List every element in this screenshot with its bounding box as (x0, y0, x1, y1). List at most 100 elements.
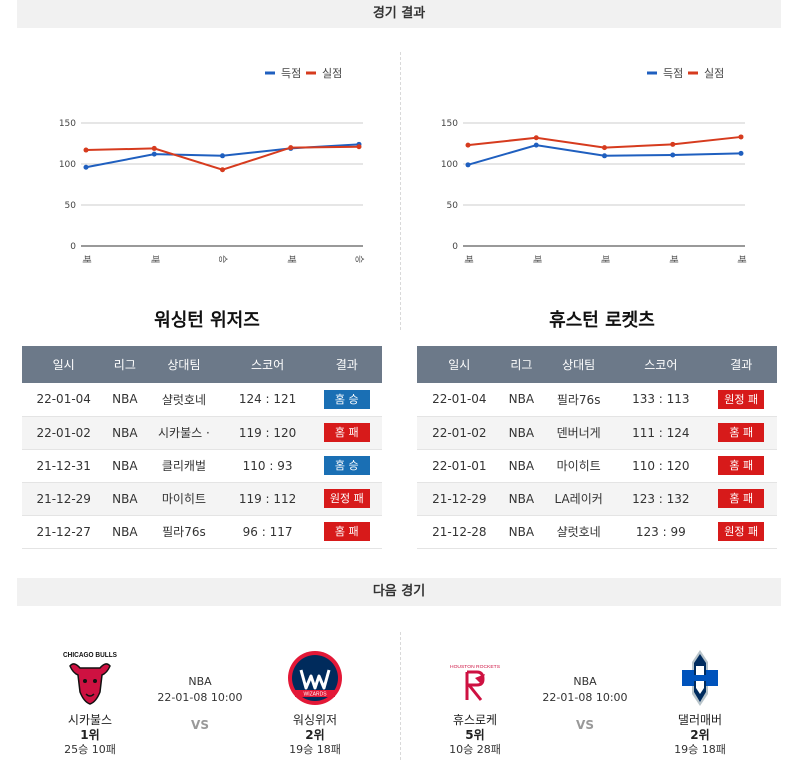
cell-league: NBA (501, 383, 542, 417)
table-row: 21-12-29 NBA 마이히트 119 : 112 원정 패 (22, 482, 382, 516)
cell-league: NBA (105, 449, 145, 483)
result-badge: 홈 패 (718, 423, 765, 442)
data-point (738, 150, 744, 156)
right-recent-games-table: 일시 리그 상대팀 스코어 결과 22-01-04 NBA 필라76s 133 : 1… (417, 346, 777, 549)
cell-opponent: 필라76s (541, 383, 617, 417)
bulls-logo-icon: CHICAGO BULLS (63, 650, 117, 705)
cell-date: 21-12-29 (417, 482, 502, 516)
cell-league: NBA (105, 416, 145, 450)
cell-date: 21-12-29 (22, 482, 106, 516)
col-score-header: 스코어 (616, 346, 706, 383)
cell-score: 124 : 121 (223, 383, 312, 417)
team-name: 워싱위저 (292, 713, 338, 727)
cell-result: 홈 패 (705, 449, 777, 483)
x-tick-label: 패 (531, 255, 542, 263)
cell-score: 123 : 99 (616, 515, 706, 549)
cell-opponent: 샬럿호네 (144, 383, 224, 417)
cell-league: NBA (105, 515, 145, 549)
home-team[interactable]: HOUSTON ROCKETS 휴스로케 5위 10승 28패 (425, 640, 525, 757)
y-tick-label: 100 (441, 160, 458, 170)
cell-result: 홈 승 (311, 449, 382, 483)
y-tick-label: 150 (441, 119, 458, 129)
cell-date: 22-01-04 (417, 383, 502, 417)
col-score-header: 스코어 (223, 346, 312, 383)
team-record: 19승 18패 (289, 743, 341, 756)
col-result-header: 결과 (705, 346, 777, 383)
cell-result: 홈 패 (705, 482, 777, 516)
result-badge: 원정 패 (718, 389, 765, 409)
cell-result: 원정 패 (705, 515, 777, 549)
team-rank: 2위 (305, 728, 325, 742)
match-info: NBA 22-01-08 10:00 VS (535, 674, 635, 732)
table-row: 22-01-02 NBA 시카불스 · 119 : 120 홈 패 (22, 416, 382, 450)
data-point (670, 141, 676, 147)
x-tick-label: 승 (354, 255, 365, 263)
cell-result: 원정 패 (705, 383, 777, 417)
away-team[interactable]: 댈러매버 2위 19승 18패 (650, 640, 750, 757)
home-team[interactable]: CHICAGO BULLS 시카불스 1위 25승 10패 (40, 640, 140, 757)
cell-opponent: 마이히트 (144, 482, 224, 516)
cell-opponent: 시카불스 · (144, 416, 224, 450)
cell-date: 22-01-04 (22, 383, 106, 417)
x-tick-label: 패 (736, 255, 747, 263)
rockets-logo-icon: HOUSTON ROCKETS (450, 664, 500, 701)
next-match-card[interactable]: HOUSTON ROCKETS 휴스로케 5위 10승 28패 NBA 22-0… (405, 640, 775, 765)
y-tick-label: 0 (70, 242, 76, 252)
left-table-body: 22-01-04 NBA 샬럿호네 124 : 121 홈 승 22-01-02 NBA 시카… (22, 383, 382, 549)
team-name: 휴스로케 (452, 713, 498, 727)
data-point (602, 145, 607, 151)
team-record: 10승 28패 (449, 743, 501, 756)
table-row: 22-01-04 NBA 샬럿호네 124 : 121 홈 승 (22, 383, 382, 417)
table-row: 21-12-29 NBA LA레이커 123 : 132 홈 패 (417, 482, 777, 516)
cell-result: 원정 패 (311, 482, 382, 516)
next-games-section-title: 다음 경기 (17, 578, 781, 606)
result-badge: 홈 패 (718, 456, 765, 475)
match-datetime: 22-01-08 10:00 (542, 691, 628, 704)
cell-league: NBA (501, 482, 542, 516)
legend-label: 득점 (281, 67, 301, 80)
x-tick-label: 패 (149, 255, 160, 263)
cell-opponent: 클리캐벌 (144, 449, 224, 483)
col-result-header: 결과 (311, 346, 382, 383)
vs-label: VS (576, 718, 594, 732)
y-tick-label: 50 (447, 201, 459, 211)
left-chart-svg: 득점 실점 0 50 100 150 패 패 승 패 승 (59, 67, 365, 263)
cell-result: 홈 패 (311, 515, 382, 549)
legend-label: 실점 (704, 67, 724, 80)
data-point (356, 144, 362, 150)
right-chart-svg: 득점 실점 0 50 100 150 패 패 패 패 패 (441, 67, 747, 263)
x-tick-label: 패 (463, 255, 474, 263)
y-tick-label: 50 (65, 201, 77, 211)
team-rank: 2위 (690, 728, 710, 742)
result-badge: 원정 패 (323, 489, 370, 508)
table-row: 21-12-31 NBA 클리캐벌 110 : 93 홈 승 (22, 449, 382, 483)
team-rank: 5위 (465, 728, 485, 742)
cell-league: NBA (501, 515, 542, 549)
cell-opponent: 필라76s (144, 515, 224, 549)
next-match-card[interactable]: CHICAGO BULLS 시카불스 1위 25승 10패 NBA 22-01-… (20, 640, 390, 765)
cell-result: 홈 패 (311, 416, 382, 450)
match-divider (400, 632, 401, 760)
data-point (602, 153, 607, 159)
vs-label: VS (191, 718, 209, 732)
left-score-chart: 득점 실점 0 50 100 150 패 패 승 패 승 (28, 52, 398, 282)
cell-result: 홈 패 (705, 416, 777, 450)
cell-score: 96 : 117 (223, 515, 312, 549)
right-table-body: 22-01-04 NBA 필라76s 133 : 113 원정 패 22-01-02 NBA… (417, 383, 777, 549)
x-tick-label: 패 (667, 255, 678, 263)
col-date-header: 일시 (417, 346, 502, 383)
results-section-title: 경기 결과 (17, 0, 781, 28)
team-name: 댈러매버 (677, 713, 723, 727)
result-badge: 원정 패 (718, 522, 765, 541)
y-tick-label: 0 (452, 242, 458, 252)
away-team[interactable]: WIZARDS 워싱위저 2위 19승 18패 (265, 640, 365, 757)
cell-date: 21-12-28 (417, 515, 502, 549)
data-point (151, 151, 157, 157)
legend-label: 실점 (322, 67, 342, 80)
data-point (288, 145, 294, 151)
left-recent-games-table: 일시 리그 상대팀 스코어 결과 22-01-04 NBA 샬럿호네 124 : 12… (22, 346, 382, 549)
col-league-header: 리그 (105, 346, 145, 383)
table-header-row: 일시 리그 상대팀 스코어 결과 (417, 346, 777, 383)
team-rank: 1위 (80, 728, 100, 742)
table-row: 22-01-04 NBA 필라76s 133 : 113 원정 패 (417, 383, 777, 417)
